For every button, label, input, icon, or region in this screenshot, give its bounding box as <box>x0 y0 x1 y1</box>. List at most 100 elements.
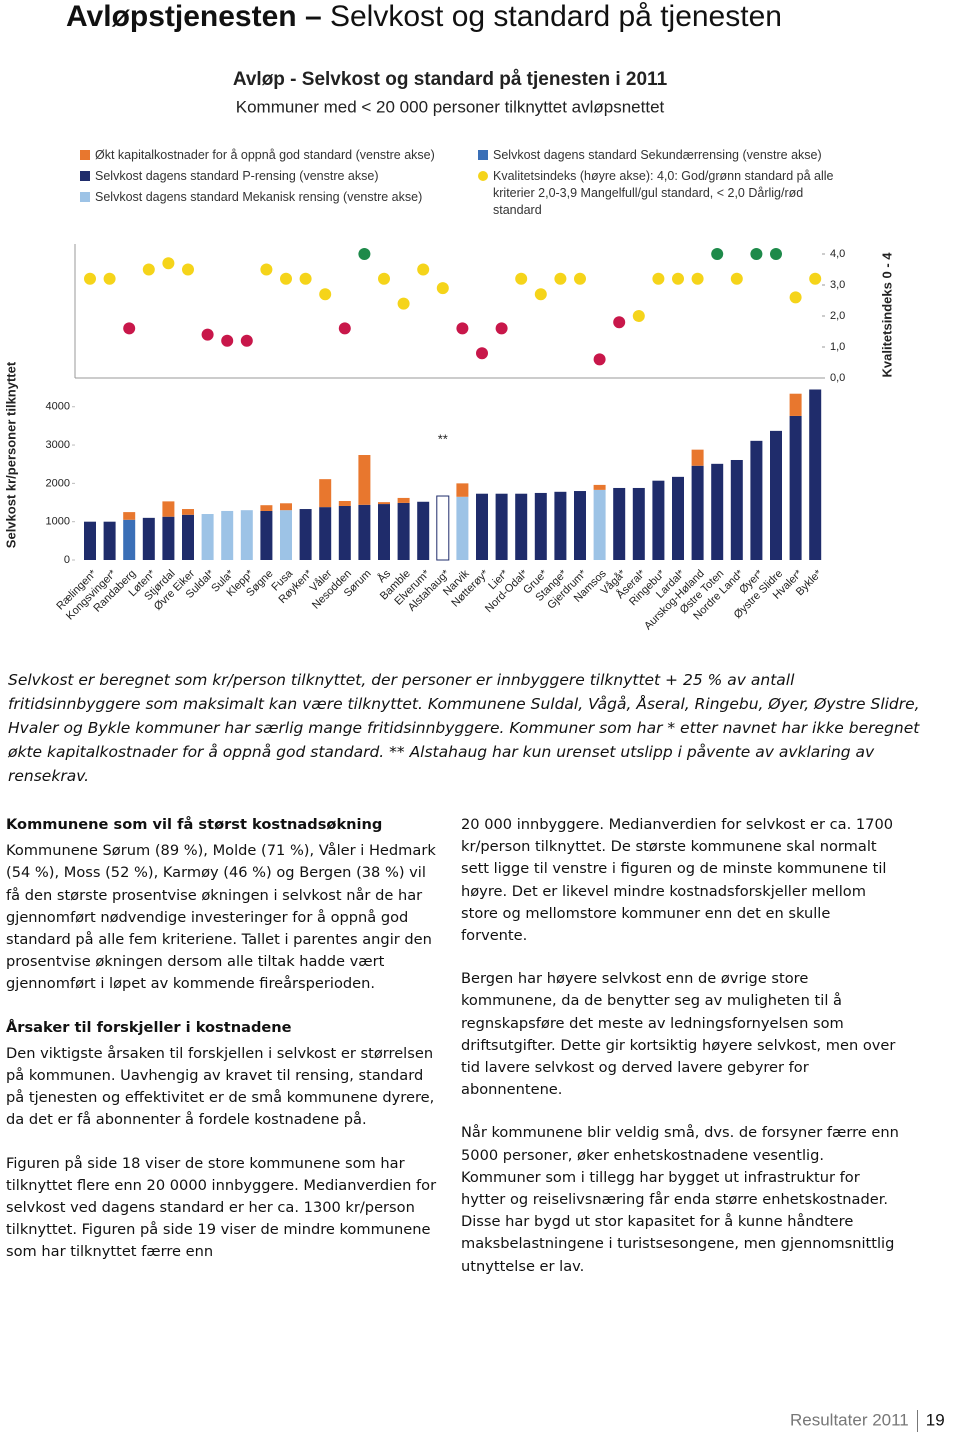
bar <box>456 483 469 497</box>
quality-dot <box>103 272 116 285</box>
quality-dot <box>789 291 802 304</box>
bar <box>319 479 332 508</box>
bar <box>789 393 802 416</box>
y-tick-label: 1000 <box>46 516 70 528</box>
y2-tick-label: 1,0 <box>830 341 845 353</box>
bar <box>593 489 606 560</box>
section-heading: Årsaker til forskjeller i kostnadene <box>6 1018 292 1036</box>
bar <box>476 493 488 560</box>
paragraph: Bergen har høyere selvkost enn de øvrige… <box>461 970 896 1099</box>
legend-label: Kvalitetsindeks (høyre akse): 4,0: God/g… <box>493 169 834 217</box>
page-number: 19 <box>925 1410 945 1430</box>
bar <box>632 487 645 560</box>
bar <box>84 521 96 560</box>
quality-dot <box>711 248 724 260</box>
quality-dot <box>730 272 743 285</box>
quality-dot <box>162 257 175 270</box>
quality-dot <box>770 248 782 260</box>
bar <box>103 521 116 560</box>
quality-dot <box>142 263 155 276</box>
quality-dot <box>672 272 684 285</box>
footer: Resultater 2011 19 <box>790 1410 945 1432</box>
bar <box>417 501 430 560</box>
y2-axis-label: Kvalitetsindeks 0 - 4 <box>879 252 894 378</box>
bar <box>123 512 136 520</box>
bar <box>260 510 273 560</box>
text-column: Kommunene som vil få størst kostnadsøkni… <box>6 814 444 1285</box>
bar <box>142 517 155 560</box>
bar <box>182 509 194 515</box>
quality-dot <box>809 272 822 285</box>
paragraph: 20 000 innbyggere. Medianverdien for sel… <box>461 816 894 945</box>
legend-item: Selvkost dagens standard Sekundærrensing… <box>478 147 838 164</box>
paragraph: Figuren på side 18 viser de store kommun… <box>6 1154 437 1261</box>
legend-label: Økt kapitalkostnader for å oppnå god sta… <box>95 148 435 162</box>
quality-dot <box>299 272 312 285</box>
bar <box>495 493 508 560</box>
quality-dot <box>182 263 194 276</box>
bar <box>593 484 606 490</box>
legend-marker <box>80 171 90 181</box>
legend-marker <box>478 171 488 181</box>
quality-dot <box>691 272 704 285</box>
bar <box>456 496 469 560</box>
quality-dot <box>476 347 488 360</box>
bar <box>770 430 782 560</box>
bar <box>515 493 528 560</box>
bar <box>691 465 704 560</box>
bar <box>240 510 253 560</box>
quality-dot <box>574 272 586 285</box>
chart-title: Avløp - Selvkost og standard på tjeneste… <box>233 69 668 90</box>
bar <box>319 507 332 560</box>
annotation: ** <box>438 431 448 446</box>
bar <box>711 463 724 560</box>
y-tick-label: 4000 <box>46 401 70 413</box>
legend-item: Økt kapitalkostnader for å oppnå god sta… <box>80 147 475 164</box>
y2-tick-label: 0,0 <box>830 372 845 384</box>
quality-dot <box>397 297 410 310</box>
paragraph: Når kommunene blir veldig små, dvs. de f… <box>461 1124 899 1275</box>
bar <box>221 510 234 560</box>
quality-dot <box>652 272 665 285</box>
bar <box>358 504 371 560</box>
legend-marker <box>478 150 488 160</box>
bar <box>574 491 586 560</box>
bar <box>554 491 567 560</box>
bar <box>672 476 684 560</box>
bar <box>691 449 704 466</box>
bar <box>338 500 351 506</box>
quality-dot <box>613 316 626 329</box>
y-tick-label: 0 <box>64 554 70 566</box>
quality-dot <box>338 322 351 335</box>
legend-marker <box>80 150 90 160</box>
bar <box>182 514 194 560</box>
paragraph: Kommunene Sørum (89 %), Molde (71 %), Vå… <box>6 842 436 993</box>
caption: Selvkost er beregnet som kr/person tilkn… <box>8 671 920 785</box>
bar <box>260 505 273 511</box>
legend-item: Selvkost dagens standard P-rensing (vens… <box>80 168 475 185</box>
bar <box>280 503 292 511</box>
quality-dot <box>750 248 763 260</box>
legend-label: Selvkost dagens standard Sekundærrensing… <box>493 148 822 162</box>
bar <box>750 440 763 560</box>
text-column: 20 000 innbyggere. Medianverdien for sel… <box>461 814 901 1299</box>
section-heading: Kommunene som vil få størst kostnadsøkni… <box>6 816 383 833</box>
quality-dot <box>417 263 430 276</box>
bar <box>436 495 450 561</box>
bar <box>358 455 371 505</box>
bar <box>201 514 214 560</box>
title-bold: Avløpstjenesten – <box>66 0 322 33</box>
quality-dot <box>358 248 371 260</box>
page-title: Avløpstjenesten – Selvkost og standard p… <box>66 0 782 34</box>
bar <box>123 519 136 560</box>
quality-dot <box>201 328 214 341</box>
quality-dot <box>260 263 273 276</box>
bar <box>730 459 743 560</box>
bar <box>809 389 822 560</box>
bar <box>613 487 626 560</box>
quality-dot <box>554 272 567 285</box>
legend-label: Selvkost dagens standard Mekanisk rensin… <box>95 190 423 204</box>
quality-dot <box>632 310 645 322</box>
